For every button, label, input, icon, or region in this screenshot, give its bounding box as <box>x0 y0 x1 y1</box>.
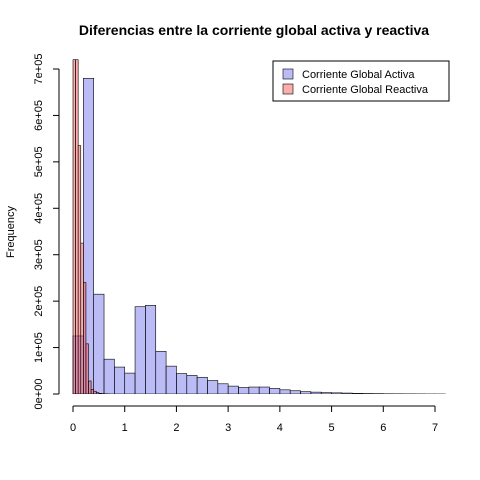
chart-title: Diferencias entre la corriente global ac… <box>79 22 429 38</box>
x-tick-label: 3 <box>225 422 231 434</box>
bar <box>351 393 363 394</box>
y-tick-label: 5e+05 <box>33 146 45 177</box>
bar <box>320 392 332 394</box>
y-tick-label: 3e+05 <box>33 239 45 270</box>
bar <box>114 366 126 394</box>
x-tick-label: 0 <box>70 422 76 434</box>
x-tick-label: 2 <box>173 422 179 434</box>
bar <box>72 59 76 394</box>
bar <box>207 380 219 394</box>
x-axis: 0 1 2 3 4 5 6 7 <box>70 405 438 434</box>
bar <box>77 145 82 394</box>
bar <box>300 391 312 394</box>
series-active-bars <box>72 77 446 394</box>
bar <box>83 77 94 394</box>
bar <box>331 392 343 394</box>
bar <box>238 387 250 394</box>
x-tick-label: 4 <box>277 422 283 434</box>
y-axis-label: Frequency <box>5 206 17 258</box>
bar <box>98 393 102 394</box>
bar <box>93 390 97 394</box>
legend-swatch <box>282 68 294 80</box>
bar <box>93 293 105 394</box>
bar <box>217 383 229 394</box>
y-tick-label: 7e+05 <box>33 54 45 85</box>
y-axis: 0e+00 1e+05 2e+05 3e+05 4e+05 5e+05 6e+05 7e+05 <box>33 54 60 410</box>
bar <box>279 389 291 394</box>
bar <box>165 365 177 394</box>
y-tick-label: 1e+05 <box>33 332 45 363</box>
x-tick-label: 6 <box>380 422 386 434</box>
y-tick-label: 6e+05 <box>33 100 45 131</box>
bar <box>310 391 322 394</box>
bar <box>186 375 198 394</box>
bar <box>90 389 94 394</box>
legend-label: Corriente Global Activa <box>302 69 415 81</box>
bar <box>75 59 79 394</box>
bar <box>124 372 136 394</box>
bar <box>258 386 270 394</box>
legend-label: Corriente Global Reactiva <box>302 84 429 96</box>
bar <box>196 376 208 394</box>
legend: Corriente Global Activa Corriente Global … <box>272 60 450 102</box>
legend-box <box>272 60 450 102</box>
bar <box>341 392 353 394</box>
bar <box>145 305 157 394</box>
bar <box>289 390 301 394</box>
bar <box>227 385 239 394</box>
y-tick-label: 2e+05 <box>33 286 45 317</box>
series-reactive-bars <box>72 59 110 394</box>
bar <box>269 388 281 394</box>
bar <box>155 350 167 394</box>
x-tick-label: 5 <box>329 422 335 434</box>
bar <box>134 306 146 394</box>
legend-swatch <box>282 83 294 95</box>
y-tick-label: 0e+00 <box>33 379 45 410</box>
bar <box>88 380 92 394</box>
bar <box>248 386 260 394</box>
bar <box>103 358 115 394</box>
x-tick-label: 1 <box>122 422 128 434</box>
bar <box>83 282 87 394</box>
bar <box>176 373 188 394</box>
x-tick-label: 7 <box>432 422 438 434</box>
bar <box>95 392 100 394</box>
bar <box>80 242 84 394</box>
y-tick-label: 4e+05 <box>33 193 45 224</box>
bar <box>85 343 89 394</box>
